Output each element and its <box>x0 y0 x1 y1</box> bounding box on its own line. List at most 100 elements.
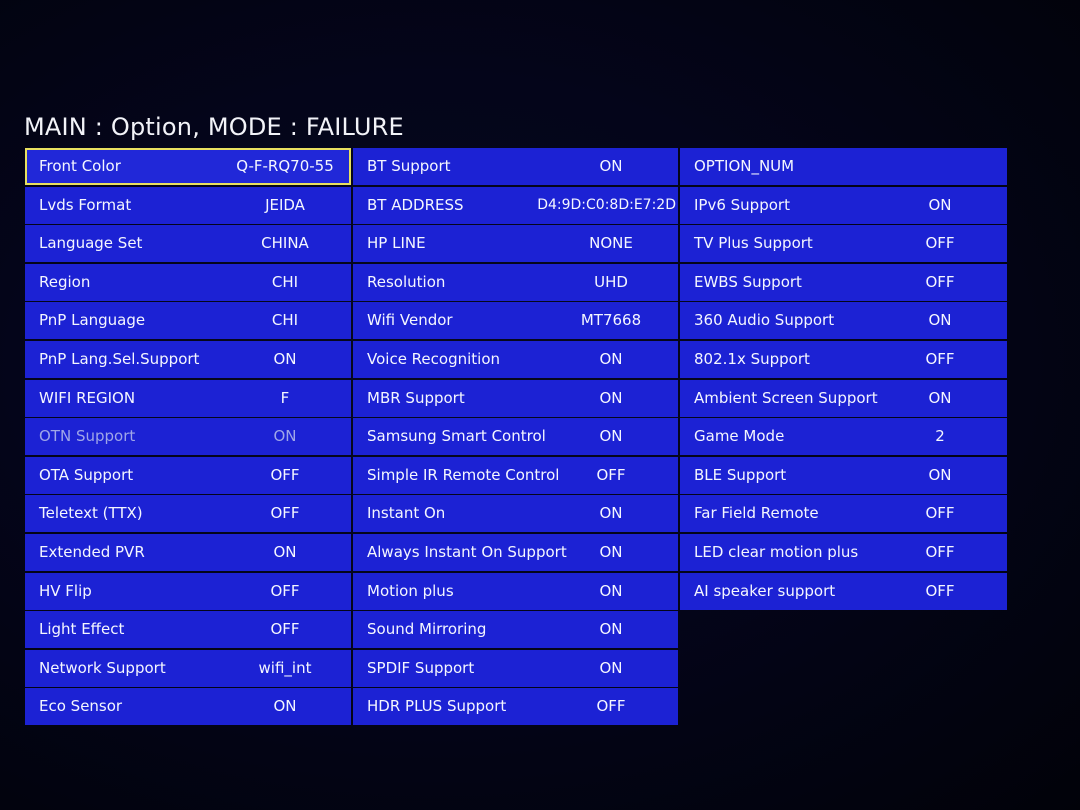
option-label: Light Effect <box>39 620 125 639</box>
option-row-ambient-screen-support[interactable]: Ambient Screen Support ON <box>680 379 1007 417</box>
option-value: OFF <box>925 234 955 253</box>
option-label: OTN Support <box>39 427 136 446</box>
option-value: OFF <box>270 581 300 600</box>
option-column-3: OPTION_NUM IPv6 Support ON TV Plus Suppo… <box>680 148 1007 611</box>
option-row-voice-recognition[interactable]: Voice Recognition ON <box>353 340 678 378</box>
option-value: F <box>280 388 290 407</box>
option-row-pnp-lang-sel-support[interactable]: PnP Lang.Sel.Support ON <box>25 340 351 378</box>
option-label: LED clear motion plus <box>694 542 859 561</box>
option-column-1: Front Color Q-F-RQ70-55 Lvds Format JEID… <box>25 148 351 727</box>
option-row-always-instant-on-support[interactable]: Always Instant On Support ON <box>353 533 678 571</box>
option-value: MT7668 <box>580 311 642 330</box>
option-row-sound-mirroring[interactable]: Sound Mirroring ON <box>353 611 678 649</box>
option-row-pnp-language[interactable]: PnP Language CHI <box>25 302 351 340</box>
option-value: 2 <box>935 427 945 446</box>
option-label: Far Field Remote <box>694 504 819 523</box>
option-row-wifi-vendor[interactable]: Wifi Vendor MT7668 <box>353 302 678 340</box>
option-row-ble-support[interactable]: BLE Support ON <box>680 456 1007 494</box>
option-row-samsung-smart-control[interactable]: Samsung Smart Control ON <box>353 418 678 456</box>
option-value: ON <box>928 311 952 330</box>
option-row-ipv6-support[interactable]: IPv6 Support ON <box>680 186 1007 224</box>
option-value: CHINA <box>261 234 309 253</box>
option-row-hdr-plus-support[interactable]: HDR PLUS Support OFF <box>353 688 678 726</box>
option-label: WIFI REGION <box>39 388 136 407</box>
option-row-ewbs-support[interactable]: EWBS Support OFF <box>680 263 1007 301</box>
option-label: HV Flip <box>39 581 92 600</box>
option-value: ON <box>599 388 623 407</box>
option-label: PnP Lang.Sel.Support <box>39 349 200 368</box>
option-row-instant-on[interactable]: Instant On ON <box>353 495 678 533</box>
page-title: MAIN : Option, MODE : FAILURE <box>24 113 404 141</box>
option-row-ai-speaker-support[interactable]: AI speaker support OFF <box>680 572 1007 610</box>
option-row-teletext[interactable]: Teletext (TTX) OFF <box>25 495 351 533</box>
option-row-eco-sensor[interactable]: Eco Sensor ON <box>25 688 351 726</box>
option-value: ON <box>928 195 952 214</box>
option-row-hp-line[interactable]: HP LINE NONE <box>353 225 678 263</box>
option-label: Region <box>39 272 91 291</box>
option-label: BT Support <box>367 157 451 175</box>
option-row-option-num[interactable]: OPTION_NUM <box>680 148 1007 185</box>
option-label: Simple IR Remote Control <box>367 465 560 484</box>
option-row-resolution[interactable]: Resolution UHD <box>353 263 678 301</box>
option-value: OFF <box>925 504 955 523</box>
option-label: Language Set <box>39 234 143 253</box>
option-value: OFF <box>596 697 626 716</box>
option-label: Always Instant On Support <box>367 542 567 561</box>
option-label: BLE Support <box>694 465 787 484</box>
option-label: HDR PLUS Support <box>367 697 507 716</box>
option-value: OFF <box>925 349 955 368</box>
option-row-ota-support[interactable]: OTA Support OFF <box>25 456 351 494</box>
option-row-mbr-support[interactable]: MBR Support ON <box>353 379 678 417</box>
option-label: Eco Sensor <box>39 697 123 716</box>
option-label: Wifi Vendor <box>367 311 453 330</box>
option-row-bt-address[interactable]: BT ADDRESS D4:9D:C0:8D:E7:2D <box>353 186 678 224</box>
option-row-region[interactable]: Region CHI <box>25 263 351 301</box>
option-row-front-color[interactable]: Front Color Q-F-RQ70-55 <box>25 148 351 185</box>
option-value: ON <box>273 697 297 716</box>
option-value: CHI <box>271 311 299 330</box>
option-label: Game Mode <box>694 427 785 446</box>
option-value: OFF <box>925 542 955 561</box>
option-row-wifi-region[interactable]: WIFI REGION F <box>25 379 351 417</box>
option-row-bt-support[interactable]: BT Support ON <box>353 148 678 185</box>
option-row-tv-plus-support[interactable]: TV Plus Support OFF <box>680 225 1007 263</box>
option-value: ON <box>599 658 623 677</box>
option-column-2: BT Support ON BT ADDRESS D4:9D:C0:8D:E7:… <box>353 148 678 727</box>
option-row-language-set[interactable]: Language Set CHINA <box>25 225 351 263</box>
option-value: ON <box>599 620 623 639</box>
option-row-extended-pvr[interactable]: Extended PVR ON <box>25 533 351 571</box>
option-value: OFF <box>270 465 300 484</box>
option-value: Q-F-RQ70-55 <box>236 157 334 175</box>
option-label: Sound Mirroring <box>367 620 487 639</box>
option-label: 360 Audio Support <box>694 311 835 330</box>
option-label: EWBS Support <box>694 272 802 291</box>
option-value: CHI <box>271 272 299 291</box>
option-row-spdif-support[interactable]: SPDIF Support ON <box>353 649 678 687</box>
option-row-8021x-support[interactable]: 802.1x Support OFF <box>680 340 1007 378</box>
option-row-game-mode[interactable]: Game Mode 2 <box>680 418 1007 456</box>
option-row-far-field-remote[interactable]: Far Field Remote OFF <box>680 495 1007 533</box>
option-label: Extended PVR <box>39 542 145 561</box>
option-row-hv-flip[interactable]: HV Flip OFF <box>25 572 351 610</box>
option-label: PnP Language <box>39 311 146 330</box>
option-row-simple-ir-remote-control[interactable]: Simple IR Remote Control OFF <box>353 456 678 494</box>
option-row-light-effect[interactable]: Light Effect OFF <box>25 611 351 649</box>
option-label: Teletext (TTX) <box>39 504 143 523</box>
option-label: MBR Support <box>367 388 465 407</box>
option-row-lvds-format[interactable]: Lvds Format JEIDA <box>25 186 351 224</box>
option-value: JEIDA <box>265 195 305 214</box>
option-value: ON <box>273 349 297 368</box>
option-label: OTA Support <box>39 465 134 484</box>
option-value: OFF <box>596 465 626 484</box>
option-label: Instant On <box>367 504 446 523</box>
option-value: OFF <box>270 504 300 523</box>
option-row-led-clear-motion-plus[interactable]: LED clear motion plus OFF <box>680 533 1007 571</box>
option-row-motion-plus[interactable]: Motion plus ON <box>353 572 678 610</box>
option-value: ON <box>928 465 952 484</box>
option-label: TV Plus Support <box>694 234 813 253</box>
option-value: ON <box>273 427 297 446</box>
option-row-360-audio-support[interactable]: 360 Audio Support ON <box>680 302 1007 340</box>
option-row-network-support[interactable]: Network Support wifi_int <box>25 649 351 687</box>
option-label: BT ADDRESS <box>367 195 464 214</box>
option-value: OFF <box>925 581 955 600</box>
